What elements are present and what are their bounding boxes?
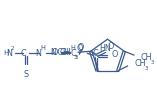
- Text: OCH: OCH: [52, 48, 70, 57]
- Text: C: C: [92, 49, 98, 58]
- Text: O: O: [112, 50, 118, 59]
- Text: 2: 2: [10, 46, 14, 51]
- Text: O: O: [78, 43, 84, 52]
- Text: C: C: [70, 49, 76, 58]
- Text: 3: 3: [144, 66, 148, 71]
- Text: CH: CH: [141, 53, 152, 62]
- Text: H: H: [70, 45, 75, 51]
- Text: C: C: [20, 49, 26, 58]
- Text: CH: CH: [59, 48, 70, 57]
- Text: CH: CH: [135, 59, 146, 68]
- Text: H: H: [4, 50, 9, 56]
- Text: HN: HN: [100, 44, 111, 53]
- Text: 3: 3: [74, 55, 78, 60]
- Text: 3: 3: [73, 55, 77, 60]
- Text: 3: 3: [151, 60, 154, 65]
- Text: O: O: [108, 42, 114, 51]
- Text: S: S: [23, 70, 28, 79]
- Text: N: N: [36, 49, 42, 58]
- Text: O: O: [77, 44, 83, 53]
- Text: H: H: [40, 45, 45, 51]
- Text: N: N: [50, 48, 56, 57]
- Text: N: N: [6, 49, 12, 58]
